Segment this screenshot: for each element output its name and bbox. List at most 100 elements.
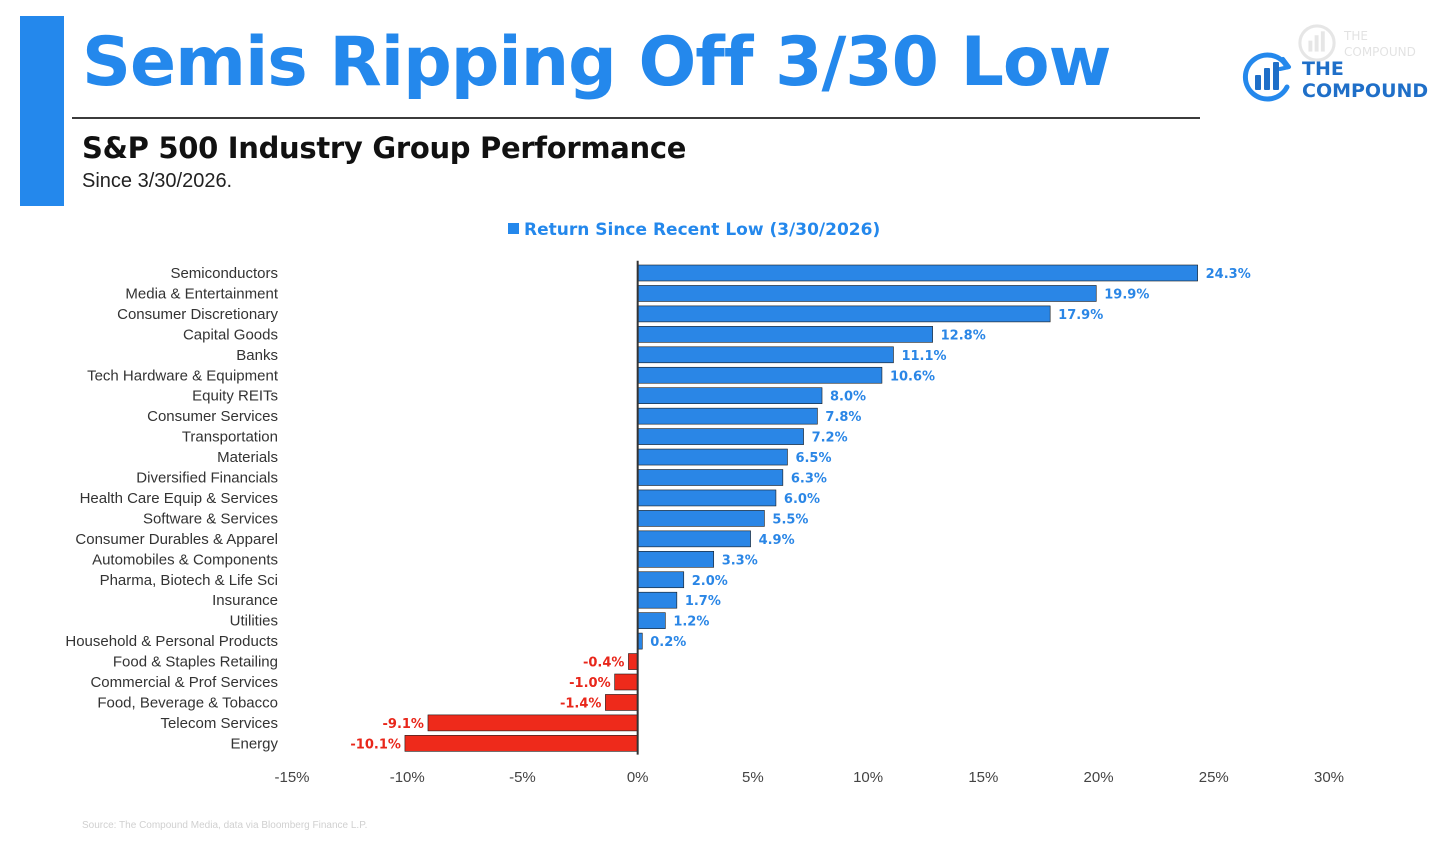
category-label: Transportation xyxy=(182,429,278,446)
category-label: Capital Goods xyxy=(183,326,278,343)
bar xyxy=(637,366,883,384)
category-label: Consumer Services xyxy=(147,408,278,425)
bar xyxy=(637,346,894,364)
category-label: Household & Personal Products xyxy=(65,633,278,650)
title-divider xyxy=(72,117,1200,119)
category-label: Telecom Services xyxy=(160,715,278,732)
bar xyxy=(637,510,765,527)
bar xyxy=(404,735,638,752)
category-label: Food & Staples Retailing xyxy=(113,654,278,671)
value-label: 11.1% xyxy=(901,349,946,364)
bar xyxy=(637,305,1051,323)
value-label: 4.9% xyxy=(759,533,795,548)
category-label: Media & Entertainment xyxy=(125,285,278,302)
x-tick-label: -5% xyxy=(509,769,536,786)
value-label: -1.0% xyxy=(569,676,610,691)
the-compound-logo: THE COMPOUND xyxy=(1240,50,1440,110)
value-label: 0.2% xyxy=(650,635,686,650)
value-label: 8.0% xyxy=(830,390,866,405)
chart-subtitle: S&P 500 Industry Group Performance xyxy=(82,131,687,165)
x-tick-label: -10% xyxy=(390,769,425,786)
watermark-line-1: THE xyxy=(1344,29,1368,43)
category-label: Automobiles & Components xyxy=(92,551,278,568)
value-label: 19.9% xyxy=(1104,287,1149,302)
x-tick-label: 20% xyxy=(1084,769,1114,786)
bar xyxy=(637,591,678,609)
category-label: Pharma, Biotech & Life Sci xyxy=(100,572,278,589)
bar xyxy=(637,550,715,568)
category-labels: Semiconductors Media & Entertainment Consu… xyxy=(65,265,278,752)
value-label: 10.6% xyxy=(890,369,935,384)
value-label: 1.7% xyxy=(685,594,721,609)
category-label: Food, Beverage & Tobacco xyxy=(97,694,278,711)
category-label: Equity REITs xyxy=(192,388,278,405)
value-label: -9.1% xyxy=(383,717,424,732)
chart-date-range: Since 3/30/2026. xyxy=(82,170,233,192)
category-label: Semiconductors xyxy=(170,265,278,282)
watermark-line-2: COMPOUND xyxy=(1344,45,1416,59)
legend-label: Return Since Recent Low (3/30/2026) xyxy=(524,220,881,240)
category-label: Software & Services xyxy=(143,510,278,527)
logo-line-1: THE xyxy=(1302,58,1344,80)
value-label: 6.0% xyxy=(784,492,820,507)
x-tick-label: 5% xyxy=(742,769,764,786)
x-tick-label: 30% xyxy=(1314,769,1344,786)
category-label: Energy xyxy=(230,735,278,752)
bar xyxy=(637,448,788,466)
category-label: Tech Hardware & Equipment xyxy=(87,367,279,384)
value-labels: 24.3% 19.9%17.9% 12.8% 11.1% 10.6% 8.0% 7.8% 7.… xyxy=(350,267,1250,752)
bar xyxy=(637,571,685,589)
bar xyxy=(637,530,751,548)
value-label: 24.3% xyxy=(1206,267,1251,282)
category-label: Materials xyxy=(217,449,278,466)
x-tick-label: 0% xyxy=(627,769,649,786)
value-label: 7.2% xyxy=(812,431,848,446)
watermark-logo: THE COMPOUND xyxy=(1296,22,1446,72)
bar xyxy=(628,653,638,670)
x-tick-label: 25% xyxy=(1199,769,1229,786)
accent-bar xyxy=(20,16,64,206)
bar xyxy=(637,469,784,486)
bar xyxy=(427,714,638,732)
bar xyxy=(637,612,666,629)
x-tick-label: 15% xyxy=(968,769,998,786)
legend-swatch xyxy=(508,223,519,234)
value-label: -0.4% xyxy=(583,656,624,671)
bars-layer xyxy=(404,264,1198,752)
bar xyxy=(605,694,638,711)
bar xyxy=(637,285,1097,302)
category-label: Diversified Financials xyxy=(136,470,278,487)
value-label: 3.3% xyxy=(722,553,758,568)
category-label: Commercial & Prof Services xyxy=(90,674,278,691)
category-label: Banks xyxy=(236,347,278,364)
category-label: Consumer Durables & Apparel xyxy=(75,531,278,548)
category-label: Insurance xyxy=(212,592,278,609)
bar xyxy=(637,489,777,507)
value-label: -1.4% xyxy=(560,696,601,711)
category-label: Health Care Equip & Services xyxy=(80,490,278,507)
logo-text: THE COMPOUND xyxy=(1302,58,1428,102)
value-label: 12.8% xyxy=(941,328,986,343)
value-label: 17.9% xyxy=(1058,308,1103,323)
category-label: Consumer Discretionary xyxy=(117,306,278,323)
value-label: 6.5% xyxy=(795,451,831,466)
value-label: 5.5% xyxy=(772,512,808,527)
bar xyxy=(637,264,1198,282)
source-note: Source: The Compound Media, data via Blo… xyxy=(82,820,368,831)
watermark-text: THE COMPOUND xyxy=(1344,28,1416,60)
chart-legend: Return Since Recent Low (3/30/2026) xyxy=(508,220,880,240)
bar xyxy=(637,428,804,445)
bar xyxy=(637,407,818,425)
x-axis-ticks: -15% -10% -5% 0% 5% 10% 15% 20% 25% 30% xyxy=(274,769,1344,786)
watermark-icon xyxy=(1298,24,1336,62)
logo-line-2: COMPOUND xyxy=(1302,80,1429,102)
x-tick-label: 10% xyxy=(853,769,883,786)
value-label: 1.2% xyxy=(673,615,709,630)
value-label: 6.3% xyxy=(791,472,827,487)
category-label: Utilities xyxy=(230,613,278,630)
compound-logo-icon xyxy=(1242,52,1291,102)
value-label: 2.0% xyxy=(692,574,728,589)
bar xyxy=(614,673,638,691)
page-title: Semis Ripping Off 3/30 Low xyxy=(82,23,1111,102)
